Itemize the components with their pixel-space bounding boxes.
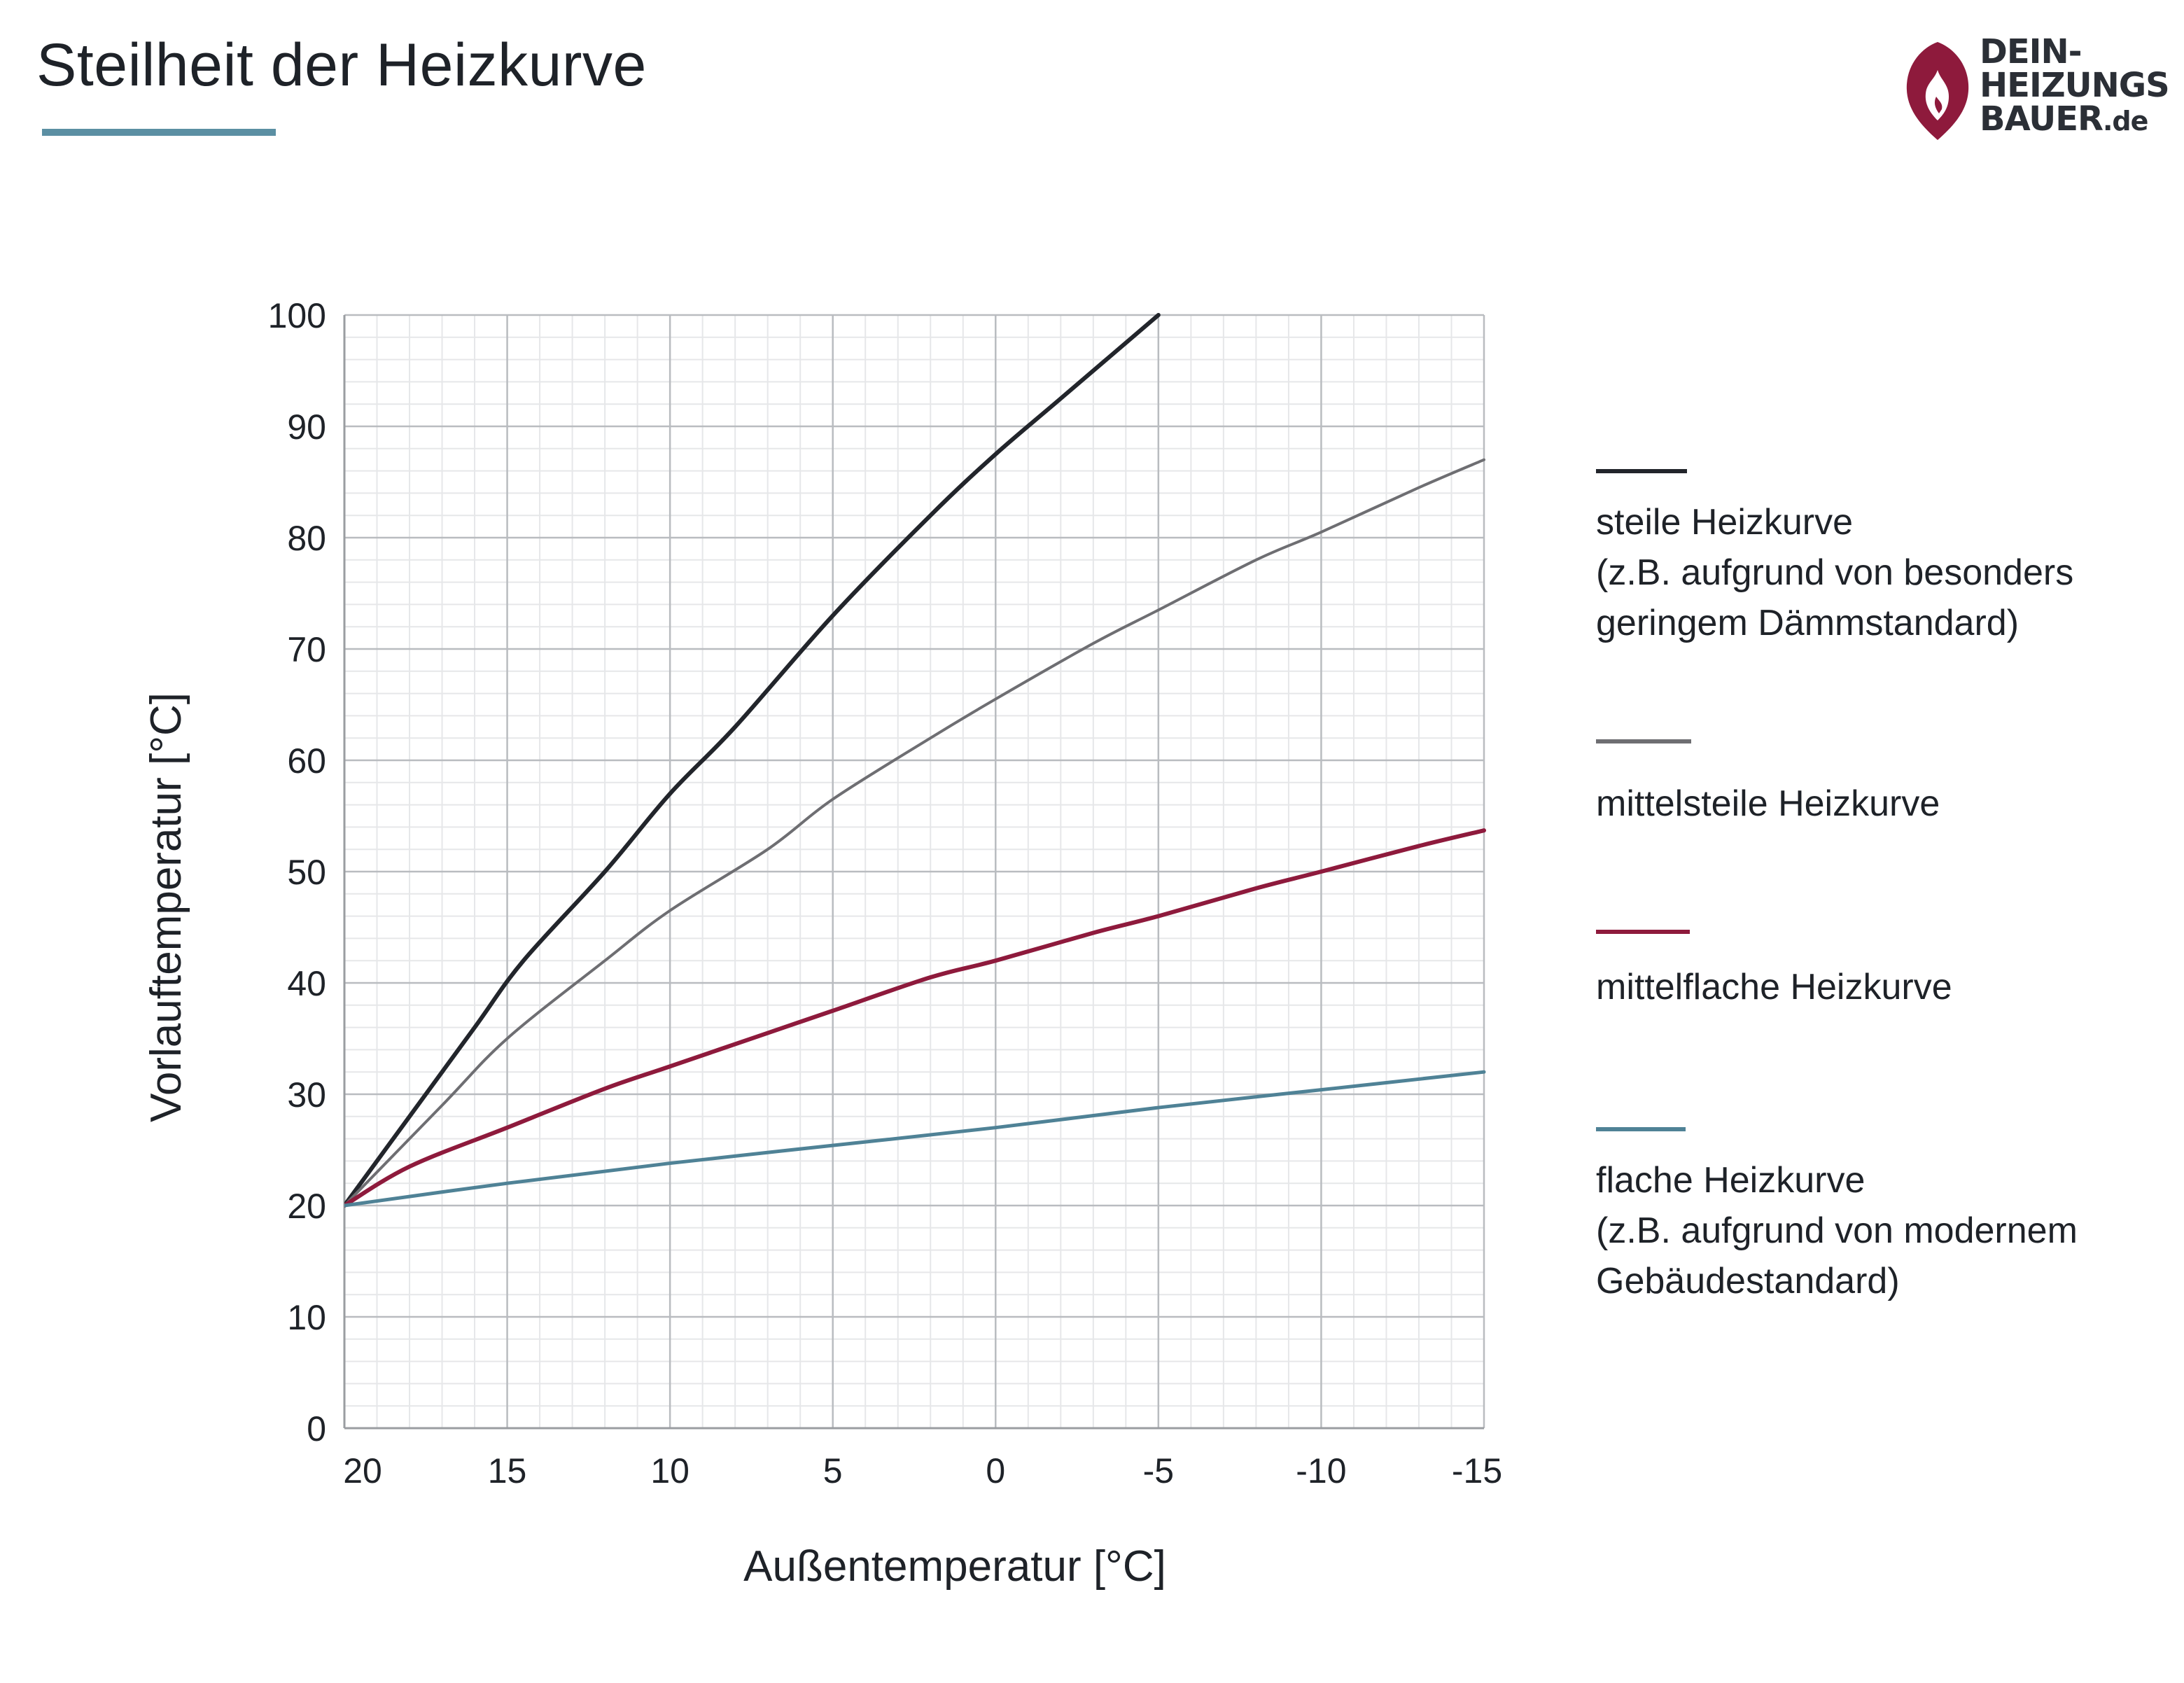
title-underline	[42, 129, 276, 136]
page-title: Steilheit der Heizkurve	[36, 32, 647, 99]
x-tick-label: 0	[986, 1451, 1005, 1490]
logo-wordmark: DEIN- HEIZUNGS BAUER.de	[1980, 32, 2170, 138]
y-tick-label: 20	[287, 1187, 326, 1226]
y-tick-label: 0	[307, 1409, 326, 1448]
series-layer	[344, 313, 1486, 1208]
series-line-medium-flat	[344, 828, 1486, 1208]
y-tick-label: 60	[287, 741, 326, 781]
y-tick-label: 100	[268, 296, 326, 335]
y-tick-label: 10	[287, 1298, 326, 1337]
legend-label: flache Heizkurve (z.B. aufgrund von mode…	[1596, 1160, 2078, 1301]
y-tick-label: 70	[287, 630, 326, 669]
brand-logo[interactable]: DEIN- HEIZUNGS BAUER.de	[1903, 35, 2170, 143]
x-tick-label: 20	[343, 1451, 382, 1490]
x-tick-label: 10	[650, 1451, 690, 1490]
x-tick-label: -10	[1296, 1451, 1346, 1490]
legend-swatch	[1596, 930, 1690, 934]
x-tick-label: 15	[488, 1451, 527, 1490]
x-tick-label: -5	[1143, 1451, 1174, 1490]
legend-swatch	[1596, 1127, 1686, 1131]
series-line-steep	[344, 313, 1161, 1208]
legend-label: mittelsteile Heizkurve	[1596, 783, 1940, 824]
x-axis-title: Außentemperatur [°C]	[743, 1542, 1166, 1591]
y-axis-title: Vorlauftemperatur [°C]	[142, 692, 190, 1122]
legend-label: mittelflache Heizkurve	[1596, 967, 1952, 1007]
logo-line-2: HEIZUNGS	[1980, 66, 2170, 105]
y-tick-label: 90	[287, 407, 326, 447]
y-tick-label: 30	[287, 1075, 326, 1115]
x-tick-label: -15	[1452, 1451, 1502, 1490]
logo-line-3: BAUER.de	[1980, 102, 2169, 138]
x-axis-ticks: 20 15 10 5 0 -5 -10 -15	[343, 1451, 1502, 1490]
flame-icon	[1906, 42, 1969, 140]
y-axis-ticks: 0 10 20 30 40 50 60 70 80 90 100	[268, 296, 326, 1448]
legend-label: steile Heizkurve (z.B. aufgrund von beso…	[1596, 502, 2074, 643]
legend-swatch	[1596, 469, 1687, 473]
y-tick-label: 50	[287, 853, 326, 892]
series-line-medium-steep	[344, 458, 1485, 1207]
y-tick-label: 80	[287, 519, 326, 558]
y-tick-label: 40	[287, 964, 326, 1003]
logo-line-1: DEIN-	[1980, 32, 2082, 71]
legend-swatch	[1596, 739, 1691, 743]
logo-line-3-text: BAUER	[1980, 99, 2104, 139]
grid-minor	[344, 314, 1485, 1429]
x-tick-label: 5	[823, 1451, 843, 1490]
logo-suffix: .de	[2102, 106, 2148, 137]
series-line-flat	[344, 1070, 1486, 1208]
